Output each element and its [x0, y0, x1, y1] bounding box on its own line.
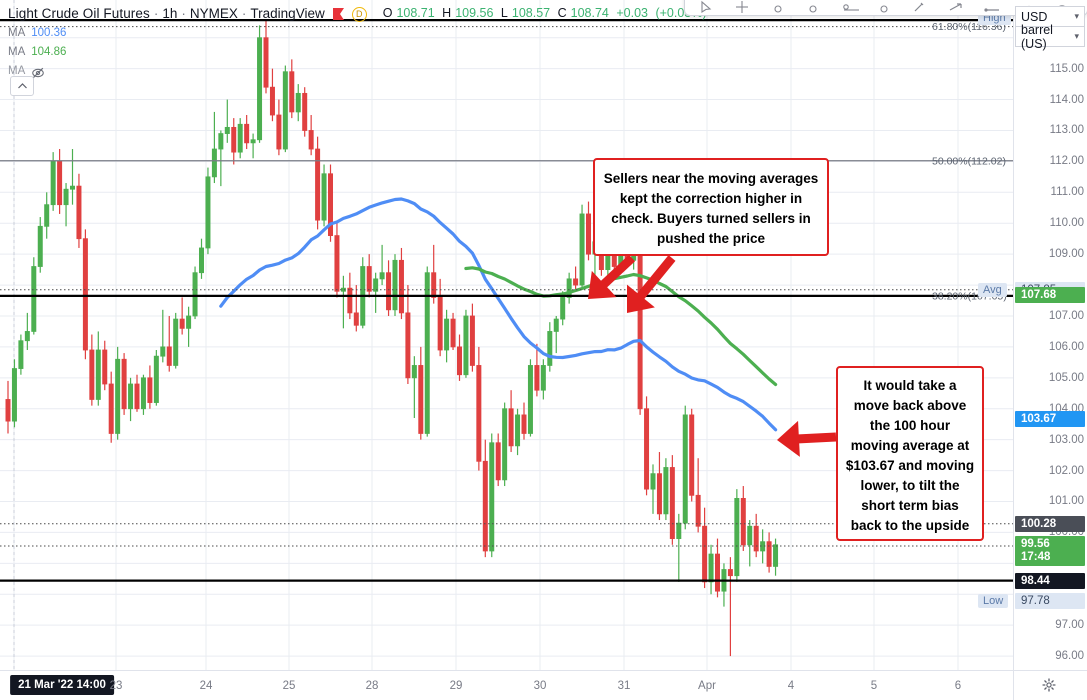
ma-line-green [464, 266, 778, 387]
chevron-down-icon: ▾ [1074, 11, 1079, 21]
line-icon[interactable] [984, 1, 1000, 13]
cursor-icon[interactable] [701, 0, 717, 14]
price-tick-114-00: 114.00 [1049, 93, 1084, 106]
annotation-arrow [777, 420, 837, 457]
dot-icon-3[interactable] [878, 1, 894, 13]
price-label-value: 107.68 [1021, 288, 1057, 301]
price-axis[interactable]: 116.00115.00114.00113.00112.00111.00110.… [1013, 0, 1087, 670]
price-label-100-28[interactable]: 100.28 [1015, 515, 1085, 532]
price-tick-105-00: 105.00 [1048, 371, 1084, 384]
price-label-value: 100.28 [1021, 517, 1057, 530]
currency-select-value: USD [1021, 9, 1048, 24]
price-label-value: 99.56 [1021, 538, 1050, 551]
annotation-arrow [627, 255, 676, 313]
fib-level-label-1: 50.00%(112.02) [932, 155, 1006, 167]
price-tick-115-00: 115.00 [1049, 62, 1084, 75]
price-tick-101-00: 101.00 [1048, 495, 1084, 508]
side-tag-low: Low [978, 594, 1009, 609]
unit-select[interactable]: barrel (US) ▾ [1015, 23, 1085, 51]
time-label-4: 28 [365, 680, 379, 692]
price-label-time: 17:48 [1021, 551, 1051, 564]
time-label-10: 5 [870, 680, 878, 692]
price-label-107-68[interactable]: 107.68 [1015, 286, 1085, 303]
candlestick-series [5, 19, 779, 657]
crosshair-icon[interactable] [736, 1, 752, 13]
price-tick-113-00: 113.00 [1049, 124, 1084, 137]
price-tick-109-00: 109.00 [1048, 248, 1084, 261]
time-label-9: 4 [787, 680, 795, 692]
time-label-11: 6 [954, 680, 962, 692]
price-tick-102-00: 102.00 [1048, 464, 1084, 477]
price-tick-111-00: 111.00 [1050, 186, 1084, 199]
ruler-icon[interactable] [842, 1, 859, 13]
chevron-up-icon [17, 83, 27, 89]
price-tick-103-00: 103.00 [1048, 433, 1084, 446]
unit-select-value: barrel (US) [1021, 22, 1053, 51]
annotation-arrow [588, 254, 636, 299]
chevron-down-icon-2: ▾ [1074, 31, 1079, 41]
price-tick-106-00: 106.00 [1048, 340, 1084, 353]
chart-canvas: 61.80%(116.36)50.00%(112.02)38.20%(107.6… [0, 0, 1013, 670]
price-label-103-67[interactable]: 103.67 [1015, 410, 1085, 427]
ma-line-blue [219, 197, 778, 432]
chart-plot-area[interactable]: 61.80%(116.36) 50.00%(112.02) 38.20%(107.6… [0, 0, 1013, 670]
time-label-8: Apr [698, 680, 716, 692]
annotation-sellers[interactable]: Sellers near the moving averages kept th… [593, 158, 829, 256]
annotation-move-back[interactable]: It would take a move back above the 100 … [836, 366, 984, 541]
time-label-6: 30 [533, 680, 547, 692]
price-tick-97-00: 97.00 [1055, 619, 1084, 632]
time-axis[interactable]: 21 Mar '22 14:00 23 24 25 28 29 30 31 Apr 4 5 6 [0, 670, 1013, 700]
time-label-3: 25 [282, 680, 296, 692]
gear-icon[interactable] [1042, 678, 1056, 692]
pencil-icon[interactable] [913, 1, 929, 13]
price-label-98-44[interactable]: 98.44 [1015, 572, 1085, 589]
arrow-icon[interactable] [949, 1, 965, 13]
price-label-value: 98.44 [1021, 574, 1050, 587]
price-tick-110-00: 110.00 [1049, 217, 1084, 230]
side-tag-avg: Avg [978, 282, 1007, 297]
time-label-1: 23 [109, 680, 123, 692]
price-label-value: 97.78 [1021, 595, 1050, 608]
time-label-2: 24 [199, 680, 213, 692]
horizontal-study-lines [0, 18, 1013, 582]
price-tick-96-00: 96.00 [1055, 650, 1084, 663]
dot-icon[interactable] [772, 1, 788, 13]
time-label-0: 21 Mar '22 14:00 [10, 675, 114, 695]
time-label-7: 31 [617, 680, 631, 692]
price-tick-107-00: 107.00 [1048, 309, 1084, 322]
dot-icon-2[interactable] [807, 1, 823, 13]
price-tick-112-00: 112.00 [1049, 155, 1084, 168]
time-label-5: 29 [449, 680, 463, 692]
chart-gridlines [0, 0, 1013, 670]
currency-select[interactable]: USD ▾ [1015, 6, 1085, 27]
axis-corner [1013, 670, 1087, 700]
price-label-99-56[interactable]: 99.56 17:48 [1015, 536, 1085, 567]
price-label-97-78[interactable]: 97.78 [1015, 593, 1085, 610]
price-label-value: 103.67 [1021, 412, 1057, 425]
legend-collapse-button[interactable] [10, 76, 34, 96]
